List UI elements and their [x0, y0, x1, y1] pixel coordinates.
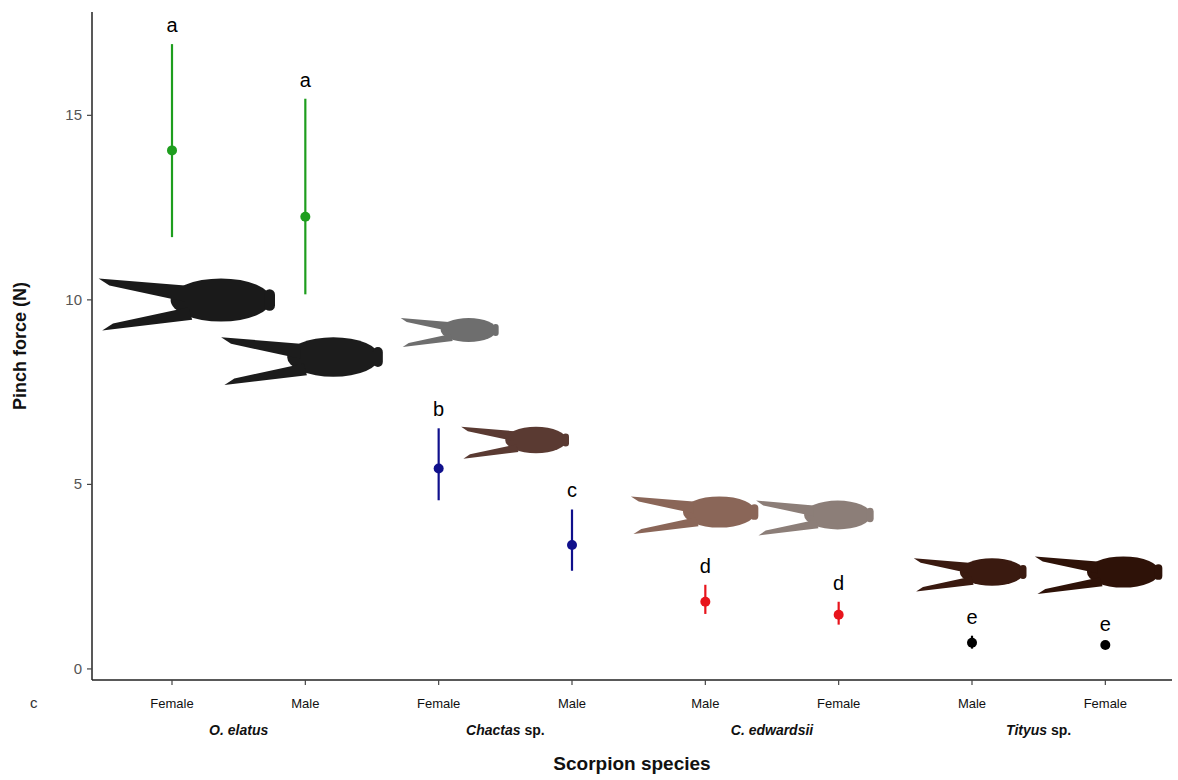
claw — [631, 496, 758, 534]
claw — [756, 501, 874, 536]
significance-letter: c — [567, 479, 577, 501]
point — [434, 464, 444, 474]
chart: 0 5 10 15 Female Male Female Male Male Female Male… — [0, 0, 1178, 780]
claw — [914, 558, 1027, 591]
significance-letter: b — [433, 398, 444, 420]
point — [700, 597, 710, 607]
significance-letter: e — [966, 606, 977, 628]
x-tick — [838, 680, 839, 685]
y-axis-line — [91, 12, 93, 680]
y-tick-label: 5 — [74, 475, 82, 492]
x-tick — [571, 680, 572, 685]
point — [834, 610, 844, 620]
point — [567, 540, 577, 550]
significance-letter: d — [833, 572, 844, 594]
significance-letter: a — [166, 14, 178, 36]
x-tick-label: Male — [558, 696, 586, 711]
x-tick-label: Male — [958, 696, 986, 711]
y-tick-label: 0 — [74, 660, 82, 677]
point — [300, 212, 310, 222]
x-tick-label: Male — [291, 696, 319, 711]
x-tick — [705, 680, 706, 685]
significance-letter: a — [300, 69, 312, 91]
y-tick — [87, 668, 92, 669]
claw — [401, 318, 499, 347]
x-tick — [971, 680, 972, 685]
claw — [221, 337, 383, 385]
x-tick-label: Female — [817, 696, 860, 711]
x-tick — [438, 680, 439, 685]
x-tick — [171, 680, 172, 685]
error-bar — [304, 99, 306, 295]
x-tick — [305, 680, 306, 685]
claw-illustrations — [99, 278, 1163, 594]
claw — [99, 278, 275, 330]
y-tick — [87, 115, 92, 116]
x-tick-label: Female — [150, 696, 193, 711]
y-tick — [87, 299, 92, 300]
y-tick-label: 15 — [65, 106, 82, 123]
claw — [1035, 556, 1162, 594]
point — [967, 638, 977, 648]
point — [167, 145, 177, 155]
y-tick-label: 10 — [65, 291, 82, 308]
y-tick — [87, 484, 92, 485]
significance-letter: e — [1100, 613, 1111, 635]
species-label: Tityus sp. — [1006, 722, 1071, 738]
claw — [461, 427, 569, 459]
marks — [167, 44, 1110, 650]
species-label: C. edwardsii — [731, 722, 815, 738]
error-bar — [171, 44, 173, 237]
x-tick-label: Female — [1084, 696, 1127, 711]
y-axis-title: Pinch force (N) — [10, 282, 30, 410]
x-tick — [1105, 680, 1106, 685]
species-label: O. elatus — [209, 722, 268, 738]
panel-label: c — [30, 694, 38, 711]
significance-letter: d — [700, 555, 711, 577]
x-tick-label: Male — [691, 696, 719, 711]
x-axis-line — [92, 679, 1172, 681]
point — [1100, 640, 1110, 650]
x-tick-label: Female — [417, 696, 460, 711]
species-label: Chactas sp. — [466, 722, 545, 738]
x-axis-title: Scorpion species — [553, 753, 710, 774]
